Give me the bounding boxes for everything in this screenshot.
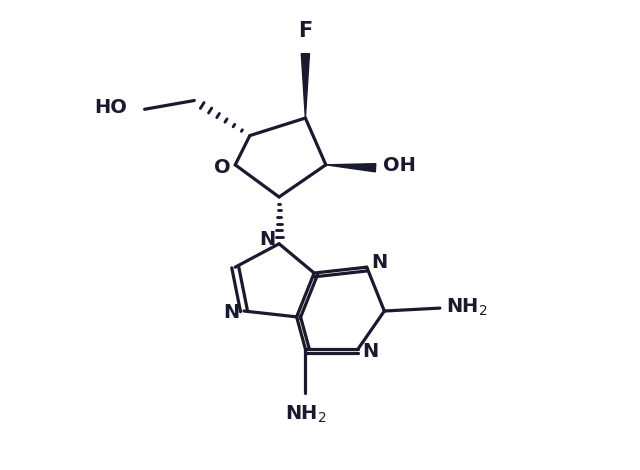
Text: N: N — [259, 229, 275, 249]
Text: OH: OH — [383, 157, 415, 175]
Text: F: F — [298, 21, 312, 41]
Polygon shape — [301, 54, 310, 118]
Polygon shape — [326, 164, 376, 172]
Text: HO: HO — [94, 98, 127, 117]
Text: O: O — [214, 157, 230, 177]
Text: N: N — [363, 343, 379, 361]
Text: NH$_2$: NH$_2$ — [445, 296, 487, 318]
Text: NH$_2$: NH$_2$ — [285, 403, 326, 425]
Text: N: N — [223, 303, 239, 321]
Text: N: N — [372, 253, 388, 272]
